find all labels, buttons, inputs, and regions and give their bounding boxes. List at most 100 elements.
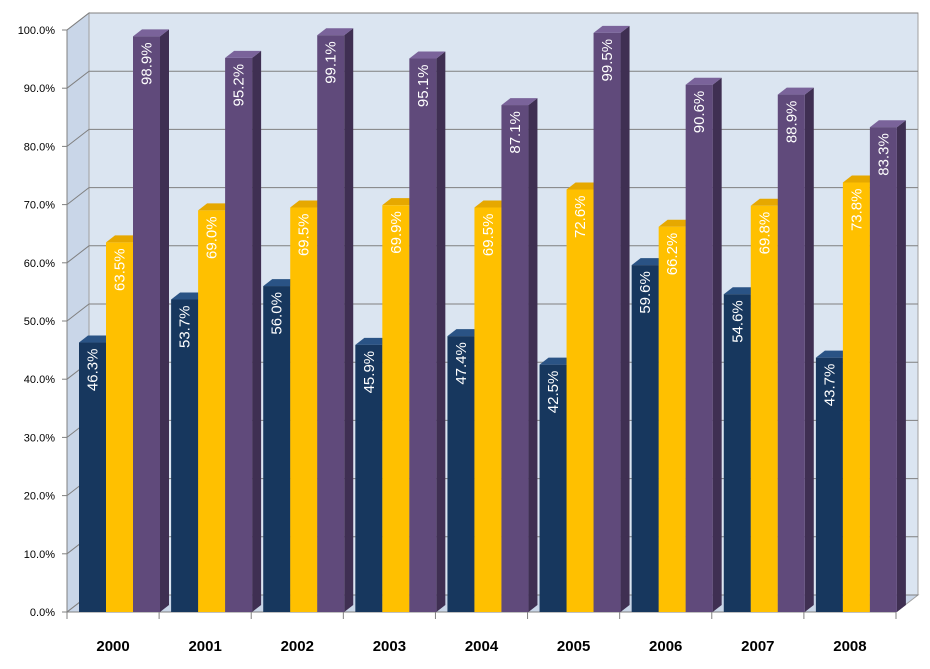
x-category-label: 2001 xyxy=(188,638,221,655)
bar-front xyxy=(474,207,502,612)
bar-front xyxy=(133,36,160,613)
bar-front xyxy=(777,94,805,613)
x-category-label: 2008 xyxy=(833,638,866,655)
bar-side xyxy=(344,28,354,613)
bar-front xyxy=(685,84,713,612)
gridline xyxy=(66,12,918,31)
bar-top xyxy=(777,87,814,95)
gridline xyxy=(66,70,918,89)
data-label: 54.6% xyxy=(729,300,746,343)
bar-side xyxy=(896,120,906,612)
bar: 83.3% xyxy=(869,120,906,612)
bar-top xyxy=(685,77,722,85)
x-category-label: 2004 xyxy=(465,638,499,655)
y-tick-label: 90.0% xyxy=(24,83,55,95)
bar-front xyxy=(198,210,226,613)
data-label: 45.9% xyxy=(361,351,378,394)
bar-front xyxy=(815,357,843,612)
bar-top xyxy=(409,51,446,59)
data-label: 88.9% xyxy=(783,101,800,144)
data-label: 69.0% xyxy=(204,216,221,259)
x-axis-category-labels: 2000 2001 2002 2003 2004 2005 2006 2007 2008 xyxy=(66,612,897,655)
bar-front xyxy=(171,299,199,612)
bar-side xyxy=(620,25,630,613)
bar-front xyxy=(79,342,106,612)
bar-side xyxy=(160,29,169,613)
data-label: 56.0% xyxy=(269,292,286,335)
bar: 99.5% xyxy=(593,25,630,613)
y-tick-label: 30.0% xyxy=(24,432,55,444)
y-tick-label: 80.0% xyxy=(24,141,55,153)
data-label: 95.1% xyxy=(415,65,432,108)
data-label: 98.9% xyxy=(139,42,156,85)
bar-front xyxy=(290,207,318,612)
data-label: 99.5% xyxy=(599,39,616,82)
bar-front xyxy=(566,189,594,612)
bar-front xyxy=(317,35,345,613)
x-category-label: 2006 xyxy=(649,638,682,655)
data-label: 90.6% xyxy=(691,91,708,134)
y-axis-tick-labels: 0.0% 10.0% 20.0% 30.0% 40.0% 50.0% 60.0% 70.0% 8… xyxy=(18,25,56,619)
x-category-label: 2002 xyxy=(281,638,314,655)
bar: 99.1% xyxy=(317,28,354,613)
bar-front xyxy=(382,205,410,612)
bar: 88.9% xyxy=(777,87,814,613)
y-tick-label: 0.0% xyxy=(30,607,55,619)
y-tick-label: 70.0% xyxy=(24,200,55,212)
data-label: 43.7% xyxy=(821,364,838,407)
bar-front xyxy=(263,286,291,612)
bar-front xyxy=(106,242,133,612)
x-category-label: 2003 xyxy=(373,638,406,655)
bar-side xyxy=(528,98,538,612)
data-label: 95.2% xyxy=(231,64,248,107)
bar: 98.9% xyxy=(133,29,169,613)
y-tick-label: 40.0% xyxy=(24,374,55,386)
bar-front xyxy=(842,182,870,612)
bar: 95.1% xyxy=(409,51,446,612)
bar-top xyxy=(869,120,906,128)
bar-side xyxy=(804,87,814,613)
bar-front xyxy=(539,364,567,612)
bar-side xyxy=(252,50,262,613)
data-label: 69.5% xyxy=(480,214,497,257)
bar: 87.1% xyxy=(501,98,538,612)
bars: 46.3% 63.5% 98.9% 53.7% 69.0% 95.2% 56.0% 69.5%… xyxy=(79,25,906,613)
bar-top xyxy=(317,28,354,36)
data-label: 99.1% xyxy=(323,41,340,84)
bar-side xyxy=(712,77,722,612)
bar-front xyxy=(750,205,778,612)
data-label: 66.2% xyxy=(664,233,681,276)
y-tick-label: 50.0% xyxy=(24,316,55,328)
data-label: 72.6% xyxy=(572,195,589,238)
bar-top xyxy=(225,50,262,58)
x-category-label: 2005 xyxy=(557,638,590,655)
data-label: 73.8% xyxy=(848,188,865,231)
gridline xyxy=(66,245,918,264)
data-label: 69.8% xyxy=(756,212,773,255)
bar-top xyxy=(133,29,169,37)
bar-front xyxy=(631,265,659,612)
data-label: 47.4% xyxy=(453,342,470,385)
bar-front xyxy=(723,294,751,612)
data-label: 87.1% xyxy=(507,111,524,154)
bar-front xyxy=(447,336,475,612)
gridline xyxy=(66,128,918,147)
data-label: 53.7% xyxy=(177,305,194,348)
y-tick-label: 60.0% xyxy=(24,258,55,270)
bar-front xyxy=(658,226,686,612)
bar-front xyxy=(409,58,437,612)
gridline xyxy=(66,187,918,205)
data-label: 63.5% xyxy=(112,248,129,291)
data-label: 83.3% xyxy=(875,133,892,176)
data-label: 46.3% xyxy=(85,349,102,392)
bar-front xyxy=(225,57,253,613)
data-label: 69.9% xyxy=(388,211,405,254)
bar-side xyxy=(436,51,446,612)
data-label: 69.5% xyxy=(296,214,313,257)
x-category-label: 2000 xyxy=(96,638,129,655)
bar: 90.6% xyxy=(685,77,722,612)
bar-front xyxy=(355,344,383,612)
bar-top xyxy=(593,25,630,33)
bar-top xyxy=(501,98,538,106)
